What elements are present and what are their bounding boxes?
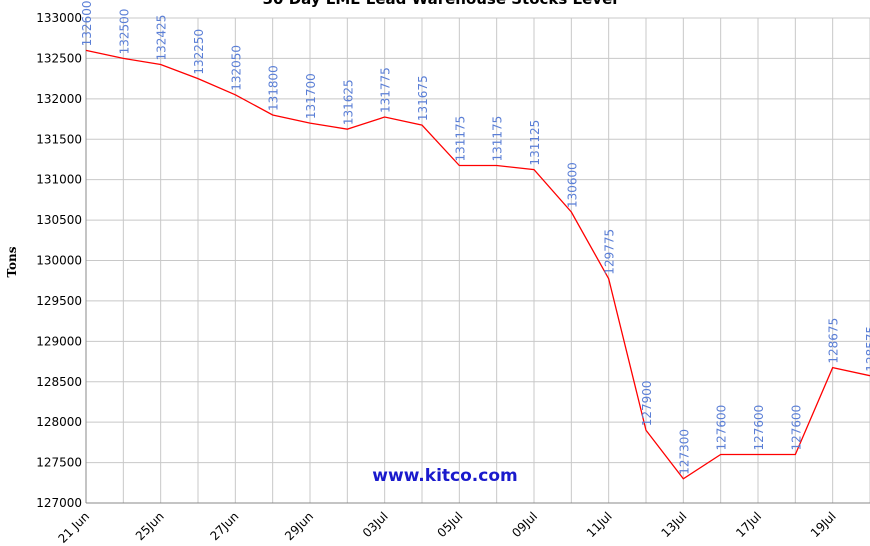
- x-tick-label: 21 Jun: [55, 509, 92, 546]
- x-tick-label: 29Jun: [282, 509, 316, 543]
- y-tick-label: 128000: [36, 415, 82, 429]
- y-tick-label: 129500: [36, 294, 82, 308]
- data-label: 127900: [640, 380, 654, 426]
- data-label: 131675: [416, 75, 430, 121]
- data-label: 131125: [528, 120, 542, 166]
- data-label: 132600: [80, 1, 94, 47]
- data-label: 128675: [827, 318, 841, 364]
- data-label: 129775: [603, 229, 617, 275]
- y-tick-label: 128500: [36, 375, 82, 389]
- data-label: 131800: [267, 65, 281, 111]
- data-label: 132050: [229, 45, 243, 91]
- data-line: [85, 49, 870, 480]
- y-tick-label: 132000: [36, 92, 82, 106]
- y-axis-label: Tons: [5, 246, 19, 277]
- y-tick-label: 132500: [36, 51, 82, 65]
- x-tick-label: 11Jul: [584, 509, 615, 540]
- data-label: 127600: [789, 405, 803, 451]
- x-tick-label: 13Jul: [659, 509, 690, 540]
- y-tick-label: 127500: [36, 456, 82, 470]
- x-tick-label: 09Jul: [509, 509, 540, 540]
- data-label: 131775: [379, 67, 393, 113]
- y-tick-label: 130500: [36, 213, 82, 227]
- y-tick-label: 131000: [36, 173, 82, 187]
- x-tick-label: 27Jun: [207, 509, 241, 543]
- x-tick-label: 17Jul: [733, 509, 764, 540]
- x-tick-label: 03Jul: [360, 509, 391, 540]
- data-label: 127300: [677, 429, 691, 475]
- data-label: 127600: [715, 405, 729, 451]
- data-label: 132250: [192, 29, 206, 75]
- data-label: 130600: [565, 162, 579, 208]
- data-label: 128575: [864, 326, 870, 372]
- chart-title: 30 Day LME Lead Warehouse Stocks Level: [263, 0, 618, 8]
- data-label: 132425: [155, 15, 169, 61]
- data-label: 131175: [453, 116, 467, 162]
- data-label: 131175: [491, 116, 505, 162]
- data-label: 127600: [752, 405, 766, 451]
- y-tick-label: 130000: [36, 254, 82, 268]
- x-tick-label: 19Jul: [808, 509, 839, 540]
- y-tick-label: 133000: [36, 11, 82, 25]
- data-label: 132500: [117, 9, 131, 55]
- x-tick-label: 25Jun: [133, 509, 167, 543]
- data-label: 131700: [304, 73, 318, 119]
- data-label: 131625: [341, 79, 355, 125]
- y-tick-label: 127000: [36, 496, 82, 510]
- watermark: www.kitco.com: [372, 466, 517, 486]
- y-tick-label: 129000: [36, 334, 82, 348]
- x-tick-label: 05Jul: [435, 509, 466, 540]
- y-tick-label: 131500: [36, 132, 82, 146]
